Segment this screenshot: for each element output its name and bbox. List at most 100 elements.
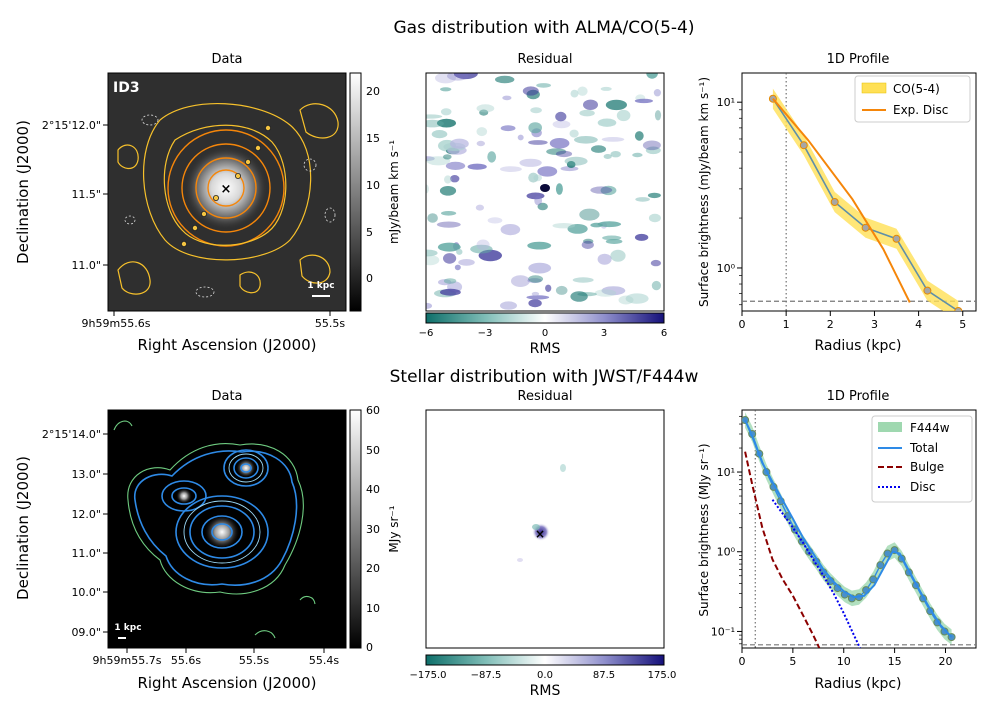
stellar-core-west [176,488,192,504]
gas-profile-legend: CO(5-4) Exp. Disc [854,75,971,123]
residual-blob [579,109,595,117]
gas-xtick-1: 9h59m55.6s [82,317,151,330]
gas-observed-contours [117,102,339,295]
residual-blob [426,156,435,161]
gas-data-title: Data [211,52,242,67]
gas-sample-points [180,125,271,247]
gas-profile-xtick-label: 1 [783,318,790,331]
residual-blob [537,166,558,177]
stellar-profile-panel: 0 5 10 15 20 10¹ 10⁰ 10⁻¹ 1D Profile Radius (kp… [697,389,977,692]
residual-blob [500,224,521,236]
stellar-profile-line-total [744,419,953,638]
residual-blob [653,89,662,97]
residual-blob [528,122,542,134]
stellar-profile-xtick-label: 0 [739,655,746,668]
stellar-cb-tick-10: 10 [366,602,380,615]
residual-blob [566,161,576,168]
residual-blob [642,140,661,151]
residual-blob [533,174,542,182]
stellar-profile-line-bulge [744,451,821,648]
stellar-legend-disc: Disc [910,480,935,494]
stellar-colorbar-label: MJy sr⁻¹ [387,505,401,552]
gas-res-cb-tick-0: 0 [542,328,548,339]
stellar-legend-swatch-f444w [878,422,902,432]
gas-colorbar-label: mJy/beam km s⁻¹ [387,140,401,244]
gas-cb-tick-15: 15 [366,132,380,145]
residual-blob [453,73,478,80]
residual-blob [603,154,612,159]
gas-cb-tick-0: 0 [366,272,373,285]
stellar-residual-frame [425,409,665,649]
residual-blob [476,104,495,113]
stellar-data-title: Data [211,389,242,404]
stellar-profile-ytick-label: 10⁰ [717,546,736,559]
stellar-model-contours [134,449,298,586]
residual-blob [519,158,542,167]
stellar-residual-panel: Residual × −175.0 −87.5 0.0 87.5 175.0 R… [409,389,676,699]
residual-blob [555,285,568,295]
residual-blob [594,289,617,297]
residual-blob [616,109,631,122]
gas-cb-tick-5: 5 [366,226,373,239]
residual-blob [450,138,469,149]
residual-blob [435,73,456,84]
stellar-profile-ytick-label: 10¹ [717,466,735,479]
residual-blob [475,204,484,211]
stellar-scalebar-label: 1 kpc [114,623,141,633]
residual-blob [555,111,567,122]
gas-scalebar-label: 1 kpc [307,281,334,291]
residual-blob [495,75,515,84]
residual-blob [534,195,543,206]
residual-blob [577,86,588,96]
stellar-residual-centre-marker: × [535,527,545,541]
residual-blob [537,202,548,211]
gas-ytick-1: 2°15'12.0" [42,119,101,132]
stellar-colorbar [349,409,362,649]
gas-profile-xlabel: Radius (kpc) [814,338,901,354]
gas-profile-xtick-label: 4 [915,318,922,331]
residual-blob [444,175,452,184]
gas-residual-colorbar-label: RMS [530,341,561,357]
residual-blob [500,301,517,310]
stellar-cb-tick-30: 30 [366,523,380,536]
residual-blob [437,118,456,128]
gas-residual-title: Residual [518,52,573,67]
stellar-cb-tick-60: 60 [366,404,380,417]
residual-blob [526,295,550,300]
residual-blob [549,138,570,149]
stellar-profile-xtick-label: 15 [888,655,902,668]
gas-data-panel: Data [14,52,401,354]
gas-res-cb-tick-m3: −3 [478,328,493,339]
gas-profile-point [923,286,932,295]
residual-blob [600,185,617,196]
stellar-res-cb-tick-m87: −87.5 [471,670,502,681]
stellar-xlabel: Right Ascension (J2000) [137,674,316,692]
stellar-xtick-3: 55.5s [239,654,269,667]
residual-blob [605,99,628,111]
gas-profile-line-exp-disc [772,98,911,303]
gas-xlabel: Right Ascension (J2000) [137,336,316,354]
residual-blob [426,119,444,128]
gas-xtick-2: 55.5s [315,317,345,330]
gas-legend-disc: Exp. Disc [893,103,948,117]
stellar-residual-colorbar [425,654,665,666]
residual-blob [443,253,457,264]
stellar-ytick-5: 10.0" [71,586,101,599]
gas-profile-xtick-label: 0 [739,318,746,331]
stellar-cb-tick-20: 20 [366,562,380,575]
residual-blob [527,241,552,250]
stellar-profile-ytick-label: 10⁻¹ [711,625,735,638]
stellar-profile-xtick-label: 10 [837,655,851,668]
residual-blob [618,295,634,305]
gas-negative-contours [124,114,336,298]
residual-blob [502,95,512,101]
gas-residual-colorbar [425,312,665,324]
stellar-res-cb-tick-175: 175.0 [648,670,677,681]
stellar-residual-colorbar-label: RMS [530,683,561,699]
residual-blob [528,275,544,283]
residual-blob [635,197,650,202]
residual-blob [546,148,567,156]
gas-colorbar-ticks: 20 15 10 5 0 [366,85,380,285]
gas-source-label: ID3 [113,80,140,96]
